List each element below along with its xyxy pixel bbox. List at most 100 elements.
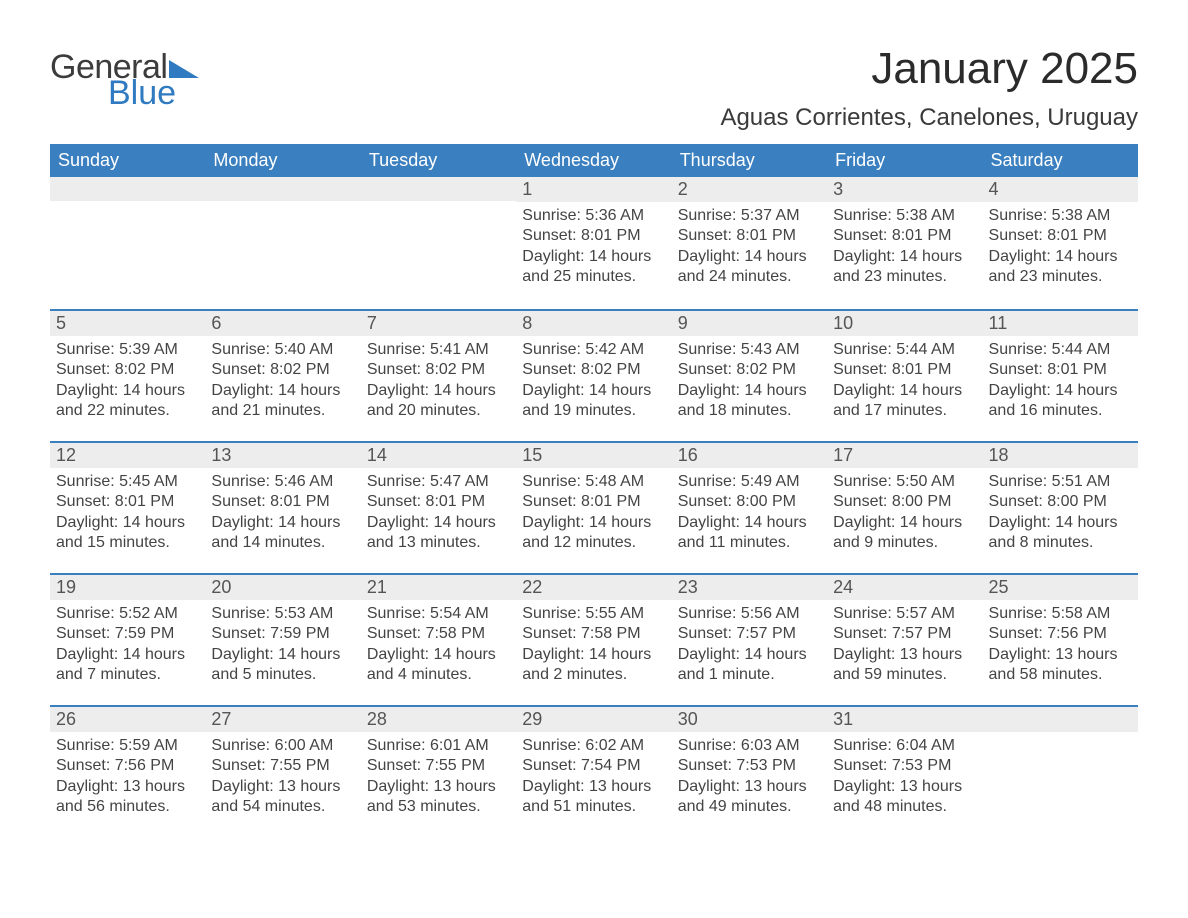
day-number-row: 7	[361, 309, 516, 336]
sunrise-text: Sunrise: 5:58 AM	[989, 604, 1132, 624]
sunrise-text: Sunrise: 5:56 AM	[678, 604, 821, 624]
calendar-empty-cell	[205, 177, 360, 309]
calendar-day-cell: 5Sunrise: 5:39 AMSunset: 8:02 PMDaylight…	[50, 309, 205, 441]
daylight-text: Daylight: 13 hours and 59 minutes.	[833, 645, 976, 686]
day-number-row: 25	[983, 573, 1138, 600]
daylight-text: Daylight: 13 hours and 58 minutes.	[989, 645, 1132, 686]
day-number-row: 3	[827, 177, 982, 202]
day-details: Sunrise: 5:44 AMSunset: 8:01 PMDaylight:…	[983, 336, 1138, 430]
day-details: Sunrise: 5:37 AMSunset: 8:01 PMDaylight:…	[672, 202, 827, 296]
day-number-row: 30	[672, 705, 827, 732]
sunrise-text: Sunrise: 5:53 AM	[211, 604, 354, 624]
sunset-text: Sunset: 8:02 PM	[522, 360, 665, 380]
month-title: January 2025	[720, 44, 1138, 94]
calendar-day-cell: 10Sunrise: 5:44 AMSunset: 8:01 PMDayligh…	[827, 309, 982, 441]
weekday-header: Monday	[205, 144, 360, 177]
day-number-row: 22	[516, 573, 671, 600]
calendar-day-cell: 30Sunrise: 6:03 AMSunset: 7:53 PMDayligh…	[672, 705, 827, 837]
calendar-week-row: 1Sunrise: 5:36 AMSunset: 8:01 PMDaylight…	[50, 177, 1138, 309]
sunset-text: Sunset: 8:00 PM	[833, 492, 976, 512]
calendar-week-row: 19Sunrise: 5:52 AMSunset: 7:59 PMDayligh…	[50, 573, 1138, 705]
calendar-day-cell: 4Sunrise: 5:38 AMSunset: 8:01 PMDaylight…	[983, 177, 1138, 309]
sunrise-text: Sunrise: 5:39 AM	[56, 340, 199, 360]
sunset-text: Sunset: 8:01 PM	[989, 226, 1132, 246]
sunset-text: Sunset: 8:02 PM	[367, 360, 510, 380]
daylight-text: Daylight: 13 hours and 56 minutes.	[56, 777, 199, 818]
daylight-text: Daylight: 14 hours and 23 minutes.	[833, 247, 976, 288]
calendar-week-row: 5Sunrise: 5:39 AMSunset: 8:02 PMDaylight…	[50, 309, 1138, 441]
day-number-row: 9	[672, 309, 827, 336]
day-details: Sunrise: 5:39 AMSunset: 8:02 PMDaylight:…	[50, 336, 205, 430]
calendar-day-cell: 12Sunrise: 5:45 AMSunset: 8:01 PMDayligh…	[50, 441, 205, 573]
day-details: Sunrise: 5:59 AMSunset: 7:56 PMDaylight:…	[50, 732, 205, 826]
sunset-text: Sunset: 8:01 PM	[678, 226, 821, 246]
daylight-text: Daylight: 14 hours and 20 minutes.	[367, 381, 510, 422]
sunset-text: Sunset: 8:01 PM	[211, 492, 354, 512]
day-number-row	[205, 177, 360, 201]
calendar-empty-cell	[983, 705, 1138, 837]
day-number-row: 27	[205, 705, 360, 732]
sunrise-text: Sunrise: 5:51 AM	[989, 472, 1132, 492]
day-details: Sunrise: 5:56 AMSunset: 7:57 PMDaylight:…	[672, 600, 827, 694]
calendar-day-cell: 18Sunrise: 5:51 AMSunset: 8:00 PMDayligh…	[983, 441, 1138, 573]
day-number-row: 11	[983, 309, 1138, 336]
sunrise-text: Sunrise: 5:38 AM	[833, 206, 976, 226]
sunrise-text: Sunrise: 6:00 AM	[211, 736, 354, 756]
sunrise-text: Sunrise: 5:52 AM	[56, 604, 199, 624]
daylight-text: Daylight: 14 hours and 14 minutes.	[211, 513, 354, 554]
daylight-text: Daylight: 14 hours and 7 minutes.	[56, 645, 199, 686]
sunset-text: Sunset: 7:58 PM	[522, 624, 665, 644]
sunrise-text: Sunrise: 5:48 AM	[522, 472, 665, 492]
sunset-text: Sunset: 8:01 PM	[833, 226, 976, 246]
sunrise-text: Sunrise: 5:38 AM	[989, 206, 1132, 226]
day-details: Sunrise: 5:44 AMSunset: 8:01 PMDaylight:…	[827, 336, 982, 430]
daylight-text: Daylight: 14 hours and 12 minutes.	[522, 513, 665, 554]
day-details: Sunrise: 5:48 AMSunset: 8:01 PMDaylight:…	[516, 468, 671, 562]
calendar-day-cell: 19Sunrise: 5:52 AMSunset: 7:59 PMDayligh…	[50, 573, 205, 705]
day-number-row: 31	[827, 705, 982, 732]
day-details: Sunrise: 5:50 AMSunset: 8:00 PMDaylight:…	[827, 468, 982, 562]
calendar-empty-cell	[50, 177, 205, 309]
sunset-text: Sunset: 7:56 PM	[56, 756, 199, 776]
daylight-text: Daylight: 14 hours and 17 minutes.	[833, 381, 976, 422]
sunset-text: Sunset: 8:02 PM	[678, 360, 821, 380]
day-details: Sunrise: 5:51 AMSunset: 8:00 PMDaylight:…	[983, 468, 1138, 562]
sunset-text: Sunset: 7:53 PM	[833, 756, 976, 776]
sunrise-text: Sunrise: 6:04 AM	[833, 736, 976, 756]
sunset-text: Sunset: 8:00 PM	[678, 492, 821, 512]
sunrise-text: Sunrise: 5:43 AM	[678, 340, 821, 360]
logo-word-blue: Blue	[108, 76, 199, 110]
sunrise-text: Sunrise: 5:50 AM	[833, 472, 976, 492]
day-details: Sunrise: 5:43 AMSunset: 8:02 PMDaylight:…	[672, 336, 827, 430]
calendar-day-cell: 27Sunrise: 6:00 AMSunset: 7:55 PMDayligh…	[205, 705, 360, 837]
day-details: Sunrise: 5:53 AMSunset: 7:59 PMDaylight:…	[205, 600, 360, 694]
day-details: Sunrise: 5:54 AMSunset: 7:58 PMDaylight:…	[361, 600, 516, 694]
sunset-text: Sunset: 8:02 PM	[56, 360, 199, 380]
sunset-text: Sunset: 8:01 PM	[56, 492, 199, 512]
day-details: Sunrise: 6:02 AMSunset: 7:54 PMDaylight:…	[516, 732, 671, 826]
sunrise-text: Sunrise: 5:57 AM	[833, 604, 976, 624]
day-details: Sunrise: 6:00 AMSunset: 7:55 PMDaylight:…	[205, 732, 360, 826]
sunrise-text: Sunrise: 5:36 AM	[522, 206, 665, 226]
day-number-row: 16	[672, 441, 827, 468]
day-details: Sunrise: 5:49 AMSunset: 8:00 PMDaylight:…	[672, 468, 827, 562]
weekday-header: Tuesday	[361, 144, 516, 177]
daylight-text: Daylight: 14 hours and 18 minutes.	[678, 381, 821, 422]
sunset-text: Sunset: 7:55 PM	[211, 756, 354, 776]
sunset-text: Sunset: 8:01 PM	[833, 360, 976, 380]
sunset-text: Sunset: 7:58 PM	[367, 624, 510, 644]
sunrise-text: Sunrise: 5:44 AM	[833, 340, 976, 360]
brand-logo: General Blue	[50, 50, 199, 110]
day-details: Sunrise: 5:47 AMSunset: 8:01 PMDaylight:…	[361, 468, 516, 562]
sunrise-text: Sunrise: 5:49 AM	[678, 472, 821, 492]
day-number-row	[361, 177, 516, 201]
day-number-row: 24	[827, 573, 982, 600]
weekday-header: Saturday	[983, 144, 1138, 177]
sunset-text: Sunset: 8:01 PM	[522, 492, 665, 512]
daylight-text: Daylight: 14 hours and 9 minutes.	[833, 513, 976, 554]
sunset-text: Sunset: 7:53 PM	[678, 756, 821, 776]
sunset-text: Sunset: 7:59 PM	[211, 624, 354, 644]
page-titles: January 2025 Aguas Corrientes, Canelones…	[720, 44, 1138, 132]
sunrise-text: Sunrise: 6:02 AM	[522, 736, 665, 756]
calendar-day-cell: 7Sunrise: 5:41 AMSunset: 8:02 PMDaylight…	[361, 309, 516, 441]
